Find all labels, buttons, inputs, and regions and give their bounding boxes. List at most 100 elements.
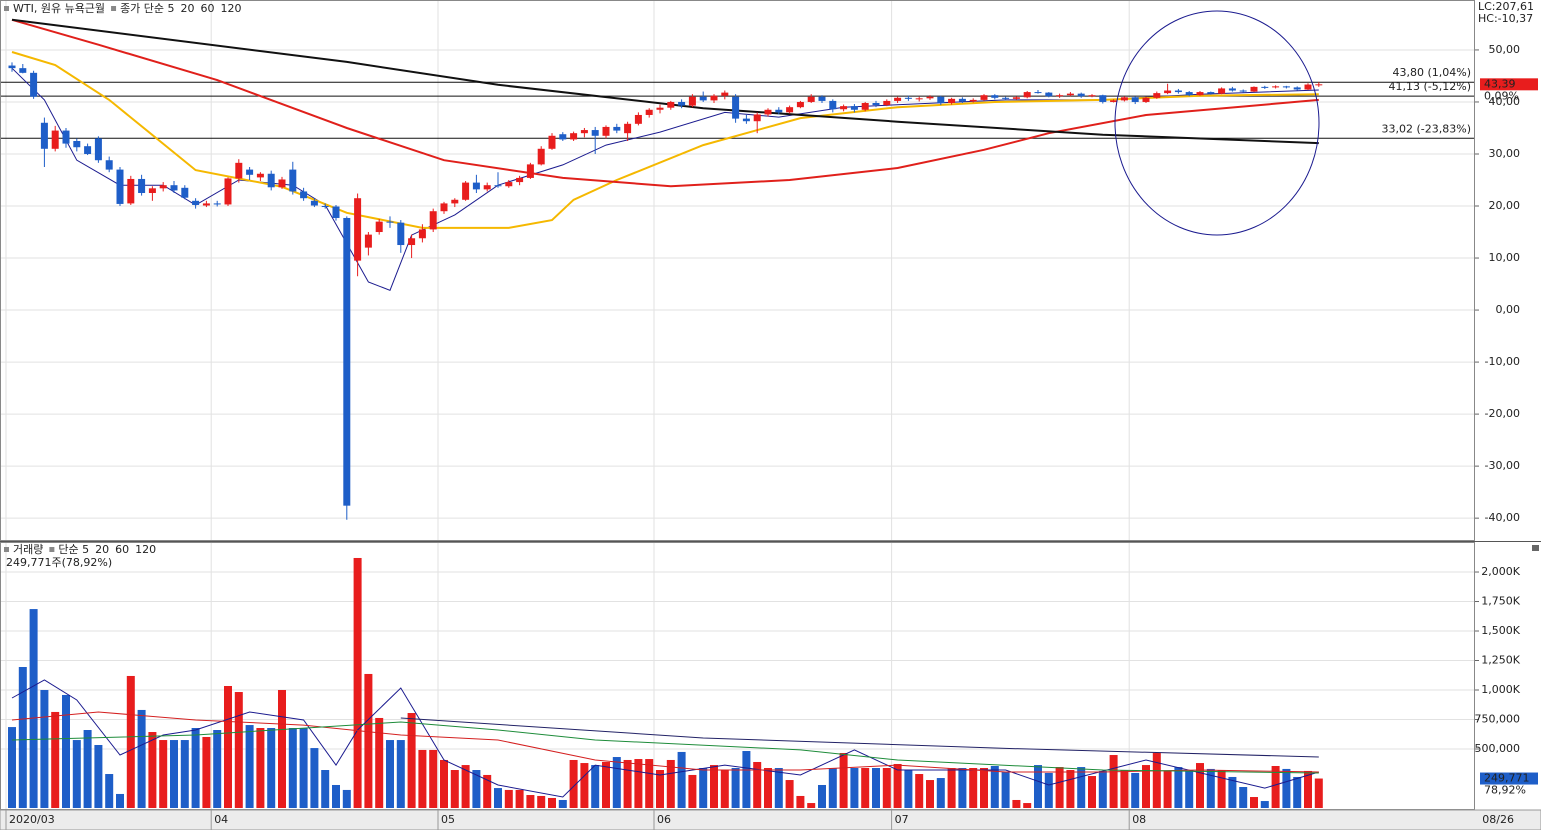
- legend-entry: 120: [221, 2, 242, 15]
- y-tick-label: -30,00: [1485, 459, 1520, 472]
- volume-bar: [1163, 770, 1172, 808]
- volume-bar: [828, 768, 837, 808]
- volume-bar: [720, 770, 729, 808]
- volume-bar: [645, 759, 654, 808]
- volume-bar: [137, 709, 146, 808]
- candle-body: [904, 97, 912, 99]
- candle-body: [343, 217, 351, 506]
- highlight-circle: [1114, 10, 1320, 236]
- volume-bar: [1131, 772, 1140, 808]
- candle-body: [1131, 97, 1139, 102]
- volume-bar: [785, 780, 794, 808]
- moving-average-line: [11, 721, 1319, 774]
- candle-body: [440, 203, 448, 212]
- volume-bar: [774, 768, 783, 808]
- candle-body: [1282, 86, 1290, 88]
- panel-button[interactable]: [1532, 545, 1539, 551]
- level-label: 41,13 (-5,12%): [1389, 80, 1471, 93]
- candle-body: [570, 133, 578, 140]
- candle-body: [429, 211, 437, 230]
- candle-body: [300, 191, 308, 199]
- y-tick-label: 1,250K: [1481, 654, 1520, 667]
- price-panel: [0, 0, 1475, 541]
- volume-bar: [267, 728, 276, 808]
- last-date: 08/26: [1482, 813, 1514, 826]
- volume-bar: [440, 759, 448, 808]
- volume-bar: [148, 732, 157, 808]
- volume-bar: [1250, 797, 1258, 808]
- volume-bar: [1206, 768, 1215, 808]
- candle-body: [850, 106, 858, 110]
- volume-bar: [202, 736, 211, 808]
- volume-bar: [580, 763, 589, 808]
- legend-entry: 60: [201, 2, 215, 15]
- hc-label: HC:-10,37: [1478, 12, 1533, 25]
- volume-bar: [1066, 770, 1075, 808]
- candle-body: [872, 103, 880, 106]
- legend-title: 거래량: [13, 543, 43, 556]
- candle-body: [116, 169, 124, 204]
- legend-entry: 단순 5: [58, 543, 89, 556]
- last-volume-pct: 78,92%: [1484, 784, 1526, 797]
- date-label: 07: [895, 813, 909, 826]
- candle-body: [62, 130, 70, 144]
- last-change: 0,09%: [1484, 89, 1519, 102]
- candle-body: [958, 98, 966, 102]
- volume-bar: [1044, 772, 1053, 808]
- candle-body: [1056, 95, 1064, 97]
- candle-body: [991, 95, 999, 98]
- volume-bar: [634, 759, 643, 808]
- candle-body: [494, 185, 502, 187]
- volume-bar: [386, 740, 394, 808]
- volume-bar: [278, 690, 286, 808]
- volume-bar: [1271, 765, 1280, 808]
- candle-body: [861, 103, 869, 110]
- candle-body: [1250, 86, 1258, 92]
- candle-body: [807, 96, 815, 102]
- candle-body: [937, 96, 945, 104]
- candle-body: [51, 130, 59, 149]
- candle-body: [418, 229, 426, 239]
- volume-bar: [1023, 803, 1032, 808]
- legend-entry: 20: [181, 2, 195, 15]
- legend-icon: [49, 547, 55, 552]
- candle-body: [948, 98, 956, 104]
- volume-bar: [915, 774, 924, 808]
- volume-bar: [62, 694, 70, 808]
- y-tick-label: 50,00: [1489, 43, 1521, 56]
- date-label: 08: [1132, 813, 1146, 826]
- candle-body: [969, 99, 977, 102]
- volume-bar: [472, 770, 481, 808]
- candle-body: [516, 177, 524, 183]
- candle-body: [1002, 97, 1010, 99]
- y-tick-label: 1,000K: [1481, 683, 1520, 696]
- candle-body: [354, 198, 362, 261]
- candle-body: [1164, 90, 1172, 94]
- volume-bar: [990, 765, 999, 808]
- y-tick-label: 750,000: [1475, 713, 1521, 726]
- candle-body: [688, 96, 696, 106]
- candle-body: [559, 134, 567, 140]
- volume-bar: [850, 768, 859, 808]
- candle-body: [397, 222, 405, 246]
- candle-body: [613, 126, 621, 131]
- volume-bar: [494, 788, 502, 808]
- y-tick-label: -40,00: [1485, 511, 1520, 524]
- moving-average-line: [400, 717, 1319, 758]
- candle-body: [883, 100, 891, 106]
- candle-body: [181, 187, 189, 198]
- volume-bar: [1055, 767, 1064, 808]
- candle-body: [267, 173, 275, 188]
- candle-body: [796, 101, 804, 108]
- volume-bar: [29, 609, 38, 808]
- volume-bar: [1239, 786, 1248, 808]
- candle-body: [721, 92, 729, 96]
- volume-bar: [353, 557, 362, 808]
- candle-body: [667, 101, 675, 108]
- y-tick-label: 20,00: [1489, 199, 1521, 212]
- candle-body: [1218, 88, 1226, 94]
- candle-body: [829, 100, 837, 110]
- candle-body: [105, 160, 113, 170]
- date-label: 06: [657, 813, 671, 826]
